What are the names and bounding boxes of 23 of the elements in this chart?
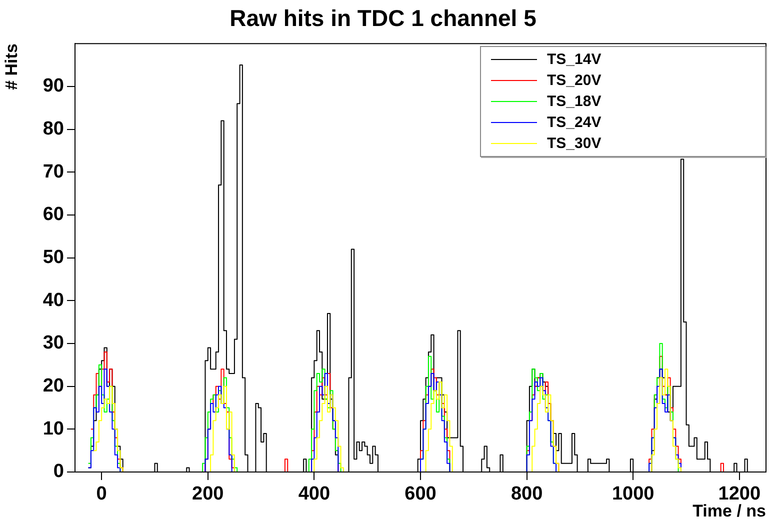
chart-title: Raw hits in TDC 1 channel 5 — [230, 5, 537, 32]
x-tick-label: 800 — [510, 484, 543, 505]
y-tick-label: 70 — [42, 161, 64, 182]
y-tick-label: 90 — [42, 76, 64, 97]
x-tick-label: 200 — [192, 484, 224, 505]
y-tick-label: 80 — [42, 118, 64, 140]
x-tick-label: 600 — [404, 484, 436, 505]
y-tick-label: 10 — [42, 418, 64, 440]
legend-label: TS_30V — [547, 135, 602, 152]
y-tick-label: 20 — [42, 376, 64, 397]
y-tick-label: 60 — [42, 204, 64, 226]
y-tick-label: 40 — [42, 290, 64, 311]
y-tick-label: 50 — [42, 247, 64, 268]
x-tick-label: 400 — [298, 484, 330, 505]
y-axis-title: # Hits — [2, 44, 21, 90]
x-tick-label: 0 — [96, 484, 107, 505]
legend-label: TS_14V — [547, 51, 602, 68]
legend-label: TS_20V — [547, 72, 602, 89]
legend-label: TS_24V — [547, 114, 602, 131]
x-tick-label: 1000 — [612, 484, 654, 505]
legend-label: TS_18V — [547, 93, 602, 110]
y-tick-label: 0 — [53, 461, 64, 482]
y-tick-label: 30 — [42, 332, 64, 354]
